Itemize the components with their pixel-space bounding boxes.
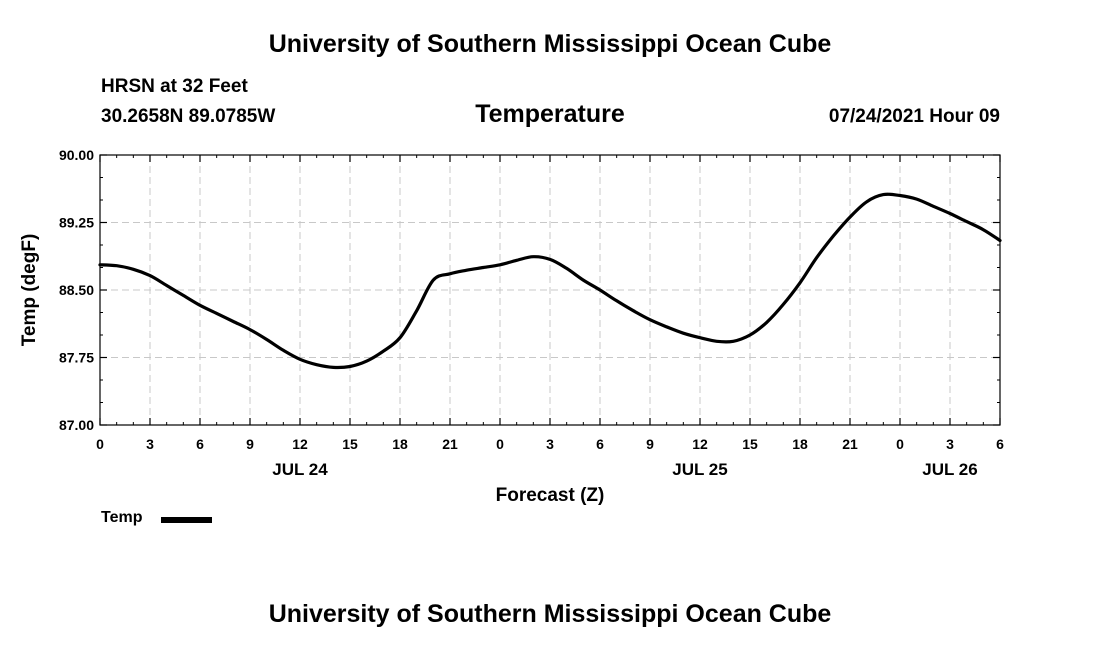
y-tick-label: 90.00 <box>59 147 94 163</box>
variable-title: Temperature <box>475 100 625 128</box>
y-tick-label: 87.00 <box>59 417 94 433</box>
x-tick-label: 6 <box>596 436 604 452</box>
x-tick-label: 0 <box>96 436 104 452</box>
x-tick-label: 12 <box>292 436 308 452</box>
y-axis-title: Temp (degF) <box>19 234 40 347</box>
x-tick-label: 0 <box>496 436 504 452</box>
y-tick-label: 89.25 <box>59 215 94 231</box>
y-tick-label: 87.75 <box>59 350 94 366</box>
date-label: JUL 25 <box>672 460 727 479</box>
footer-title: University of Southern Mississippi Ocean… <box>268 600 832 628</box>
temp-series-line <box>98 192 1002 370</box>
x-tick-label: 6 <box>196 436 204 452</box>
legend-swatch <box>161 517 212 523</box>
x-tick-label: 15 <box>342 436 358 452</box>
x-tick-label: 3 <box>946 436 954 452</box>
legend-label: Temp <box>101 509 143 526</box>
x-tick-label: 0 <box>896 436 904 452</box>
x-tick-label: 18 <box>792 436 808 452</box>
x-tick-label: 6 <box>996 436 1004 452</box>
x-tick-label: 12 <box>692 436 708 452</box>
forecast-timestamp: 07/24/2021 Hour 09 <box>828 106 1000 127</box>
y-tick-label: 88.50 <box>59 282 94 298</box>
x-tick-label: 9 <box>246 436 254 452</box>
chart-title: University of Southern Mississippi Ocean… <box>268 30 832 58</box>
x-tick-label: 9 <box>646 436 654 452</box>
x-tick-label: 15 <box>742 436 758 452</box>
date-label: JUL 24 <box>272 460 328 479</box>
coordinates-label: 30.2658N 89.0785W <box>101 106 276 127</box>
x-tick-label: 18 <box>392 436 408 452</box>
x-tick-label: 3 <box>546 436 554 452</box>
x-tick-label: 3 <box>146 436 154 452</box>
x-tick-label: 21 <box>842 436 858 452</box>
x-axis-title: Forecast (Z) <box>496 485 605 506</box>
station-label: HRSN at 32 Feet <box>101 76 248 97</box>
date-label: JUL 26 <box>922 460 977 479</box>
x-tick-label: 21 <box>442 436 458 452</box>
